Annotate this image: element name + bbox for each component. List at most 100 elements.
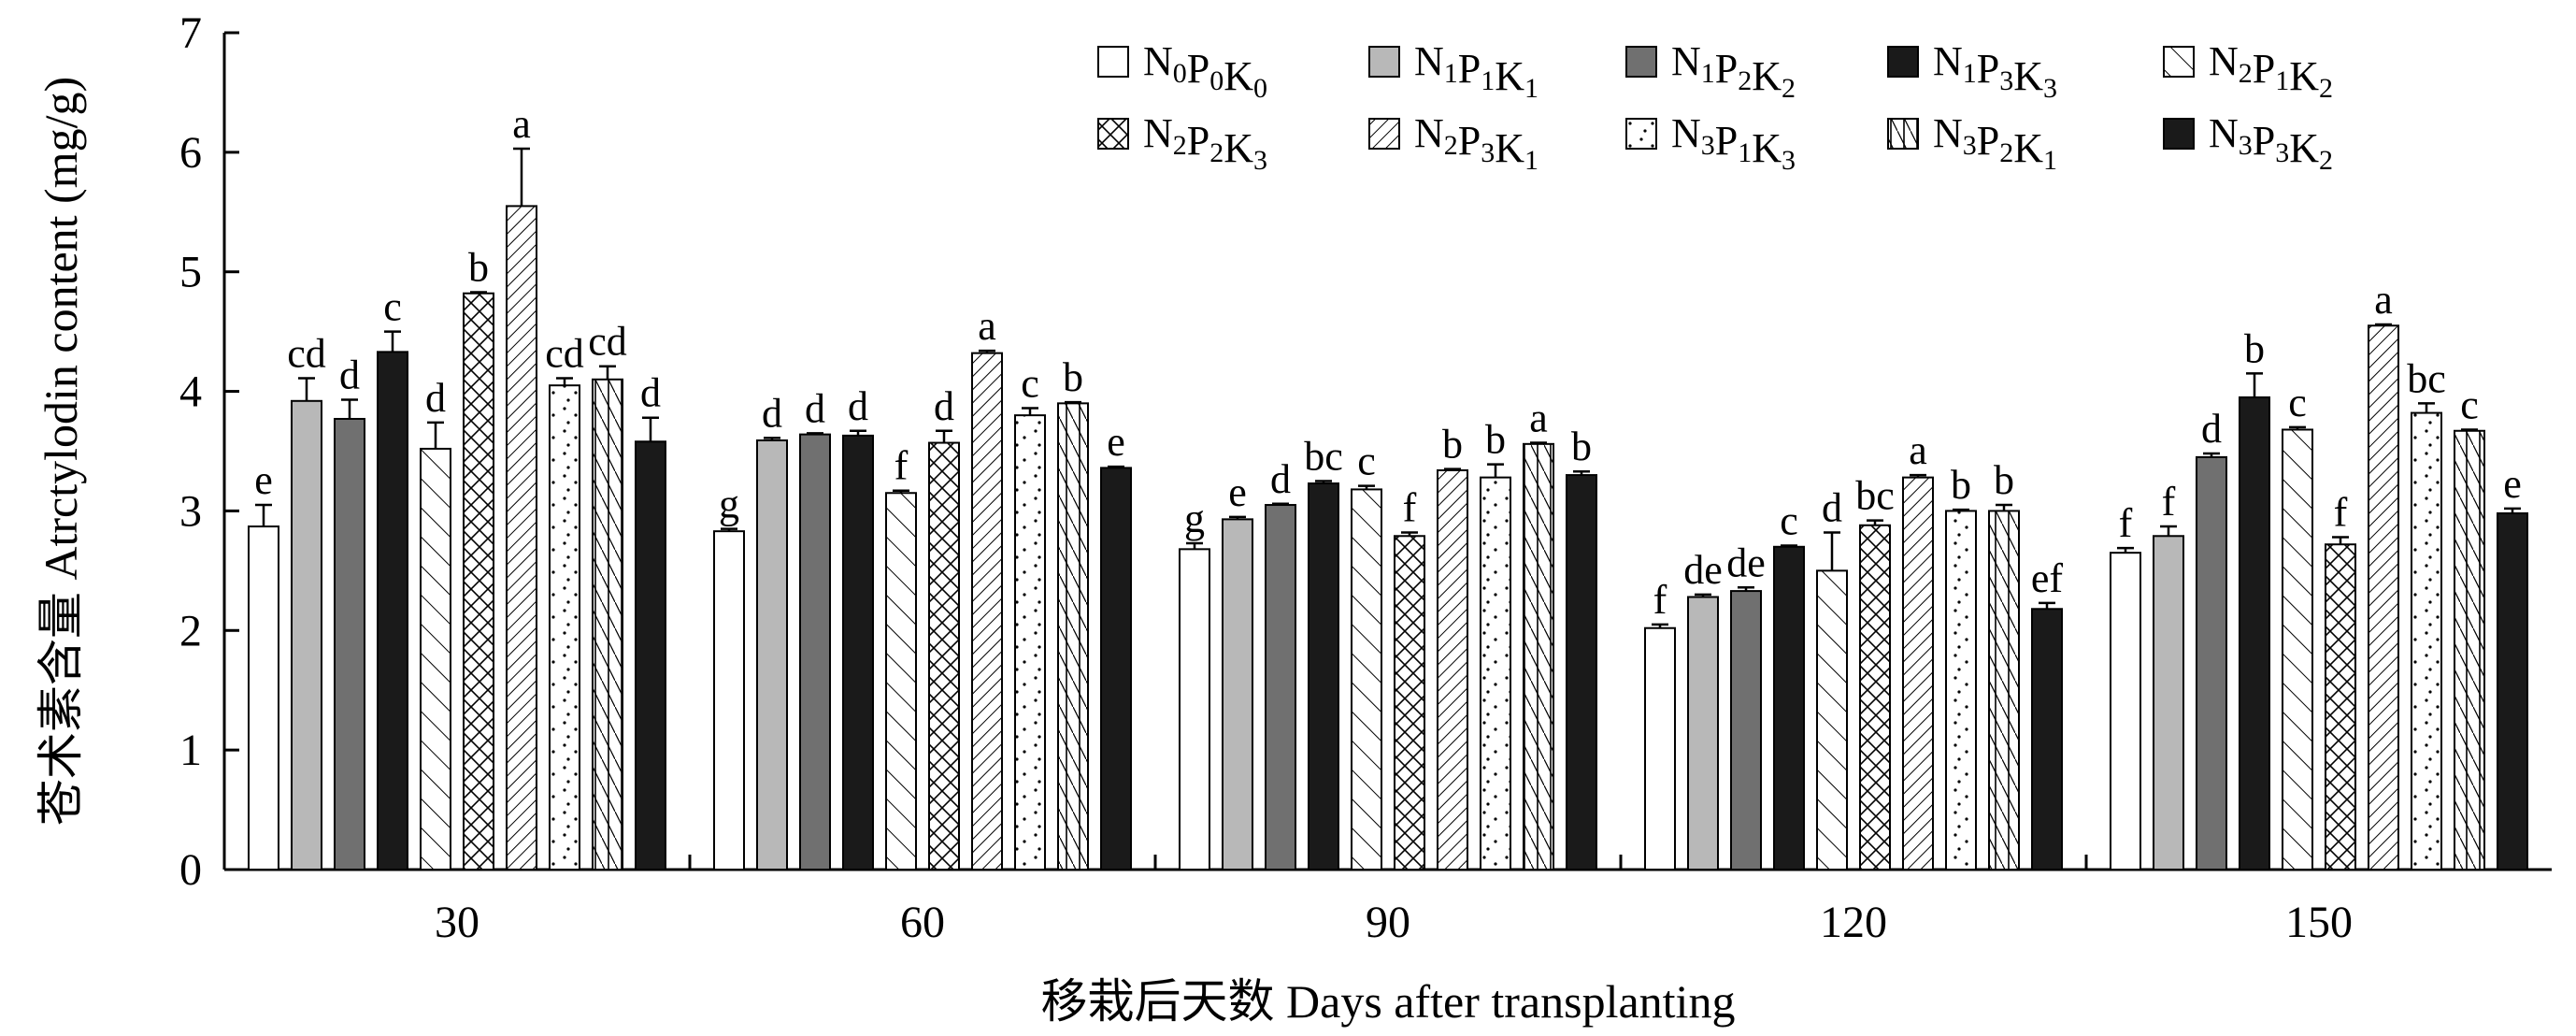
y-tick-label: 2: [179, 606, 202, 655]
significance-label: b: [468, 244, 489, 290]
x-tick-label: 30: [435, 898, 479, 947]
significance-label: b: [1485, 417, 1506, 463]
legend-swatch: [1097, 118, 1129, 150]
significance-label: f: [2119, 500, 2133, 546]
x-tick-label: 150: [2285, 898, 2353, 947]
bar-N1P2K2-150: [2196, 455, 2227, 871]
legend-item-N3P2K1: N3P2K1: [1887, 110, 2057, 176]
bar-N1P1K1-150: [2153, 535, 2184, 871]
bar-N3P1K3-120: [1945, 510, 1977, 871]
y-tick-label: 3: [179, 486, 202, 536]
bar-N0P0K0-30: [248, 525, 279, 871]
bar-N2P1K2-60: [885, 492, 917, 871]
significance-label: d: [805, 385, 825, 431]
y-tick-label: 4: [179, 367, 202, 417]
legend-label: N3P1K3: [1671, 110, 1796, 176]
bar-N3P2K1-120: [1988, 510, 2020, 871]
y-tick-label: 5: [179, 248, 202, 297]
legend-swatch: [1625, 46, 1657, 78]
legend-swatch: [2163, 118, 2195, 150]
legend-item-N1P1K1: N1P1K1: [1368, 38, 1538, 104]
legend-item-N3P3K2: N3P3K2: [2163, 110, 2333, 176]
significance-label: a: [512, 101, 531, 147]
bar-N2P3K1-30: [506, 205, 537, 871]
bar-N2P1K2-90: [1351, 488, 1382, 871]
significance-label: e: [1228, 469, 1247, 515]
bar-N0P0K0-120: [1644, 626, 1676, 871]
significance-label: f: [2162, 479, 2176, 525]
bar-N2P1K2-150: [2282, 428, 2313, 871]
significance-label: c: [383, 284, 402, 330]
bar-N2P3K1-60: [971, 352, 1003, 871]
bar-N1P2K2-120: [1730, 590, 1762, 871]
significance-label: g: [719, 482, 739, 527]
bar-N3P2K1-90: [1523, 442, 1554, 871]
legend-label: N2P2K3: [1143, 110, 1267, 176]
significance-label: d: [339, 353, 360, 398]
legend-label: N0P0K0: [1143, 38, 1267, 104]
bar-N1P3K3-120: [1773, 545, 1805, 871]
legend-label: N3P3K2: [2209, 110, 2333, 176]
legend-item-N2P1K2: N2P1K2: [2163, 38, 2333, 104]
significance-label: g: [1184, 496, 1205, 541]
significance-label: bc: [1304, 433, 1343, 479]
bar-N2P1K2-120: [1816, 569, 1848, 871]
bar-N2P3K1-90: [1437, 468, 1468, 871]
bar-N3P1K3-150: [2411, 411, 2442, 871]
bar-N3P1K3-30: [549, 384, 580, 871]
bar-N1P3K3-30: [377, 351, 408, 871]
legend-item-N0P0K0: N0P0K0: [1097, 38, 1267, 104]
significance-label: d: [1822, 484, 1842, 530]
bar-N0P0K0-60: [713, 530, 745, 871]
bar-N1P2K2-30: [334, 417, 365, 871]
legend-swatch: [1887, 118, 1919, 150]
legend-swatch: [1887, 46, 1919, 78]
bar-N1P3K3-60: [842, 434, 874, 871]
bar-N1P1K1-90: [1222, 518, 1253, 871]
significance-label: cd: [588, 319, 627, 365]
bar-N3P3K2-60: [1100, 467, 1132, 871]
significance-label: cd: [545, 331, 584, 377]
significance-label: a: [1909, 427, 1927, 473]
legend-swatch: [1368, 46, 1400, 78]
significance-label: f: [894, 443, 909, 489]
significance-label: c: [1357, 439, 1376, 484]
significance-label: b: [1442, 422, 1463, 468]
y-tick-label: 6: [179, 128, 202, 178]
bar-N2P3K1-150: [2368, 324, 2399, 871]
significance-label: bc: [2407, 355, 2446, 401]
legend-label: N1P3K3: [1933, 38, 2057, 104]
bar-N3P2K1-30: [592, 378, 623, 871]
legend-label: N2P3K1: [1414, 110, 1538, 176]
bar-N1P1K1-30: [291, 399, 322, 871]
y-tick-label: 7: [179, 8, 202, 58]
bar-N1P2K2-90: [1265, 504, 1296, 871]
significance-label: c: [1021, 360, 1039, 406]
legend-label: N1P1K1: [1414, 38, 1538, 104]
significance-label: b: [1994, 457, 2014, 503]
bar-N3P2K1-150: [2454, 429, 2485, 871]
legend-swatch: [1097, 46, 1129, 78]
legend-item-N2P2K3: N2P2K3: [1097, 110, 1267, 176]
significance-label: e: [254, 457, 273, 503]
significance-label: f: [2334, 490, 2348, 536]
significance-label: c: [1780, 498, 1798, 544]
bar-N2P2K3-120: [1859, 524, 1891, 871]
x-tick-label: 60: [900, 898, 945, 947]
y-tick-label: 1: [179, 726, 202, 775]
significance-label: de: [1683, 547, 1723, 593]
significance-label: e: [1107, 419, 1125, 465]
significance-label: d: [934, 383, 954, 429]
legend-swatch: [2163, 46, 2195, 78]
bar-N3P2K1-60: [1057, 402, 1089, 871]
bar-N1P1K1-60: [756, 439, 788, 871]
legend: N0P0K0 N1P1K1 N1P2K2 N1P3K3 N2P1K2 N2P2K3 N2P3…: [1097, 38, 2333, 176]
bar-N3P1K3-90: [1480, 476, 1511, 871]
significance-label: bc: [1855, 473, 1895, 519]
significance-label: d: [1270, 456, 1291, 502]
significance-label: d: [848, 383, 868, 429]
